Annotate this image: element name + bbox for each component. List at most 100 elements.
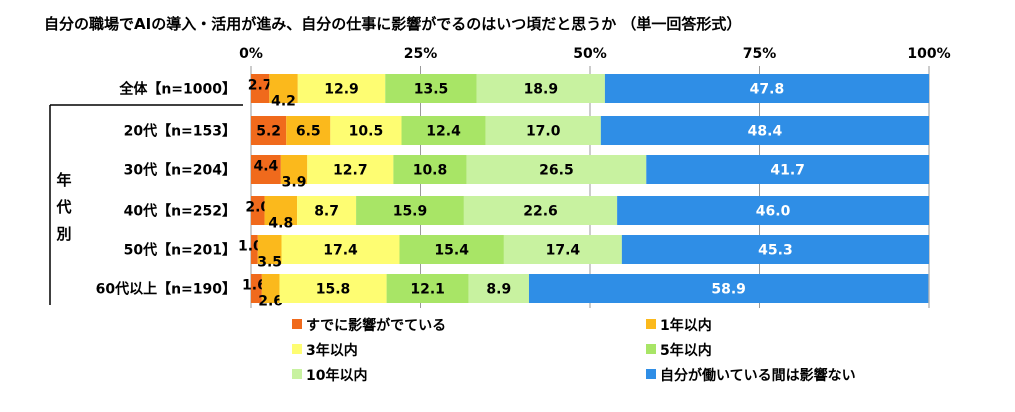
bar-segment: [485, 116, 601, 145]
x-tick-label: 0%: [239, 46, 263, 62]
data-label: 15.4: [434, 243, 469, 259]
data-label: 45.3: [758, 243, 793, 259]
data-label: 2.0: [245, 200, 270, 216]
data-label: 15.8: [316, 282, 351, 298]
bar-segment: [297, 196, 357, 225]
group-label-char: 別: [55, 225, 71, 243]
bar-segment: [261, 274, 280, 303]
data-label: 17.4: [546, 243, 581, 259]
bar-segment: [600, 116, 929, 145]
data-label: 12.1: [410, 282, 445, 298]
bar-segment: [251, 274, 262, 303]
category-label: 20代【n=153】: [124, 123, 236, 140]
group-label-char: 代: [55, 198, 71, 216]
data-label: 4.4: [254, 159, 279, 175]
data-label: 12.7: [333, 163, 368, 179]
category-label: 60代以上【n=190】: [96, 281, 236, 298]
bar-segment: [281, 235, 400, 264]
bar-segment: [401, 116, 486, 145]
legend-swatch: [646, 319, 656, 329]
bar-segment: [257, 235, 282, 264]
data-label: 12.4: [426, 124, 461, 140]
x-tick-label: 75%: [743, 46, 777, 62]
bar-segment: [621, 235, 929, 264]
bar-segment: [386, 274, 469, 303]
legend-label: すでに影響がでている: [306, 317, 446, 334]
bar-segment: [466, 155, 647, 184]
bar-segment: [251, 196, 265, 225]
chart-title: 自分の職場でAIの導入・活用が進み、自分の仕事に影響がでるのはいつ頃だと思うか …: [44, 15, 742, 33]
bar-segment: [393, 155, 467, 184]
bar-segment: [264, 196, 298, 225]
bar-segment: [476, 74, 605, 103]
bar-segment: [646, 155, 929, 184]
bar-segment: [528, 274, 929, 303]
data-label: 10.5: [349, 124, 384, 140]
data-label: 26.5: [539, 163, 574, 179]
legend-swatch: [292, 369, 302, 379]
data-label: 41.7: [770, 163, 805, 179]
bar-segment: [617, 196, 929, 225]
category-label: 50代【n=201】: [124, 242, 236, 259]
data-label: 8.9: [486, 282, 511, 298]
x-tick-label: 50%: [573, 46, 607, 62]
data-label: 13.5: [414, 82, 449, 98]
data-label: 6.5: [296, 124, 321, 140]
legend-label: 3年以内: [306, 342, 358, 359]
data-label: 8.7: [314, 204, 339, 220]
bar-segment: [280, 155, 308, 184]
data-label: 58.9: [711, 282, 746, 298]
category-label: 全体【n=1000】: [118, 81, 236, 98]
data-label: 18.9: [524, 82, 559, 98]
bar-segment: [399, 235, 504, 264]
data-label: 48.4: [748, 124, 783, 140]
legend-swatch: [646, 369, 656, 379]
bar-segment: [269, 74, 298, 103]
data-label: 4.8: [268, 216, 293, 232]
data-label: 4.2: [271, 94, 296, 110]
data-label: 1.0: [238, 239, 263, 255]
bar-segment: [356, 196, 464, 225]
x-tick-label: 25%: [404, 46, 438, 62]
data-label: 10.8: [413, 163, 448, 179]
x-tick-label: 100%: [907, 46, 950, 62]
bar-segment: [286, 116, 331, 145]
bar-segment: [251, 74, 270, 103]
data-label: 15.9: [393, 204, 428, 220]
bar-segment: [307, 155, 394, 184]
data-label: 5.2: [256, 124, 281, 140]
data-label: 12.9: [324, 82, 359, 98]
legend-label: 5年以内: [660, 342, 712, 359]
bar-segment: [463, 196, 618, 225]
bar-segment: [385, 74, 477, 103]
bar-segment: [604, 74, 929, 103]
legend-label: 1年以内: [660, 317, 712, 334]
data-label: 2.6: [258, 294, 283, 310]
category-label: 40代【n=252】: [124, 203, 236, 220]
data-label: 17.4: [323, 243, 358, 259]
bar-segment: [251, 155, 281, 184]
legend-swatch: [292, 344, 302, 354]
bar-segment: [297, 74, 386, 103]
bar-segment: [468, 274, 529, 303]
data-label: 17.0: [526, 124, 561, 140]
bar-segment: [251, 116, 287, 145]
group-label-char: 年: [56, 171, 71, 189]
data-label: 47.8: [750, 82, 785, 98]
data-label: 3.5: [257, 255, 282, 271]
data-label: 22.6: [523, 204, 558, 220]
data-label: 46.0: [756, 204, 791, 220]
data-label: 2.7: [248, 78, 273, 94]
bar-segment: [251, 235, 258, 264]
legend-label: 自分が働いている間は影響ない: [660, 367, 856, 384]
legend-swatch: [646, 344, 656, 354]
legend-swatch: [292, 319, 302, 329]
category-label: 30代【n=204】: [124, 162, 236, 179]
bar-segment: [503, 235, 622, 264]
legend-label: 10年以内: [306, 367, 367, 384]
data-label: 1.6: [242, 278, 267, 294]
data-label: 3.9: [282, 175, 307, 191]
bar-segment: [279, 274, 387, 303]
bar-segment: [330, 116, 402, 145]
